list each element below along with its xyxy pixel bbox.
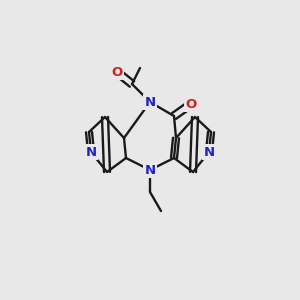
Text: O: O [185,98,197,110]
Text: N: N [144,95,156,109]
Text: N: N [144,164,156,176]
Text: O: O [111,65,123,79]
Text: N: N [203,146,214,158]
Text: N: N [85,146,97,158]
